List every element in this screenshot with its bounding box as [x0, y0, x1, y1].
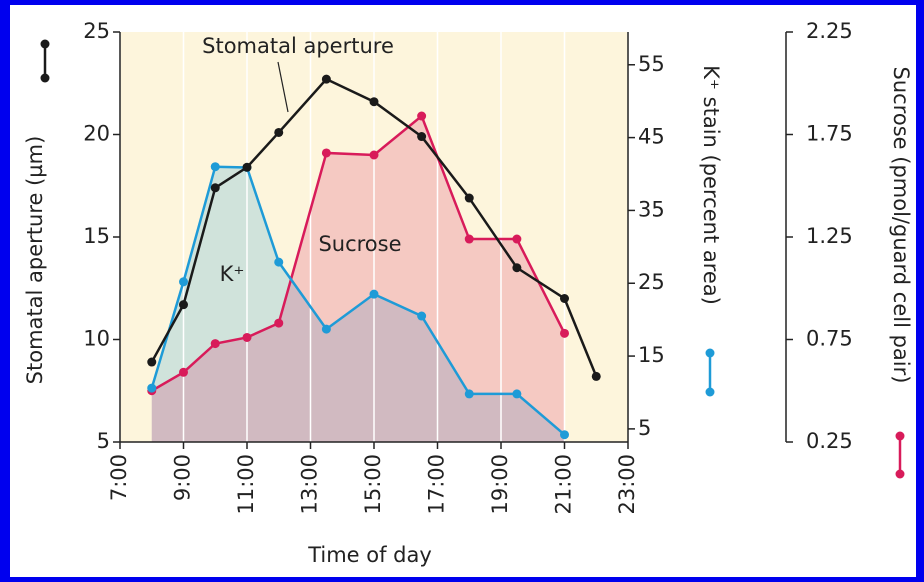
point [512, 389, 522, 399]
annotation-leader [277, 61, 289, 113]
y3-tick-label: 1.75 [806, 122, 853, 146]
y-tick-label: 15 [83, 224, 110, 248]
y2-tick-label: 55 [638, 52, 665, 76]
point [210, 183, 220, 193]
legend-marker [895, 469, 905, 479]
y-tick-label: 10 [83, 327, 110, 351]
y3-tick-label: 0.75 [806, 327, 853, 351]
x-tick-label: 21:00 [552, 454, 576, 515]
point [512, 263, 522, 273]
point [369, 289, 379, 299]
legend-marker [40, 73, 50, 83]
point [512, 234, 522, 244]
y3-tick-label: 0.25 [806, 429, 853, 453]
legend-marker [705, 387, 715, 397]
legend-marker [705, 348, 715, 358]
x-tick-label: 11:00 [234, 454, 258, 515]
point [179, 277, 188, 287]
point [274, 127, 284, 137]
point [369, 97, 379, 107]
x-tick-label: 17:00 [425, 454, 449, 515]
x-tick-label: 9:00 [171, 454, 195, 501]
x-tick-label: 13:00 [298, 454, 322, 515]
point [464, 193, 474, 203]
point [179, 300, 188, 310]
y3-axis-label: Sucrose (pmol/guard cell pair) [889, 67, 913, 384]
legend-marker [40, 39, 50, 49]
point [321, 74, 331, 84]
y2-axis-label: K⁺ stain (percent area) [699, 65, 723, 305]
y2-tick-label: 45 [638, 125, 665, 149]
line [150, 77, 598, 377]
y2-tick-label: 5 [638, 416, 651, 440]
point [147, 357, 157, 367]
point [560, 328, 569, 338]
point [274, 257, 284, 267]
point [464, 234, 474, 244]
point [464, 389, 474, 399]
x-tick-label: 7:00 [107, 454, 131, 501]
point [369, 150, 379, 160]
y3-tick-label: 1.25 [806, 224, 853, 248]
legend-marker [895, 431, 905, 441]
point [210, 339, 220, 349]
point [210, 162, 220, 172]
area [151, 166, 565, 443]
area [151, 116, 565, 443]
y-axis-label: Stomatal aperture (µm) [23, 136, 47, 385]
x-axis-label: Time of day [307, 543, 432, 567]
x-tick-label: 19:00 [488, 454, 512, 515]
point [417, 111, 427, 121]
y2-tick-label: 25 [638, 270, 665, 294]
point [417, 311, 427, 321]
annotation: Stomatal aperture [202, 34, 394, 58]
x-tick-label: 15:00 [361, 454, 385, 515]
y2-tick-label: 15 [638, 343, 665, 367]
point [560, 430, 569, 440]
point [417, 132, 427, 142]
x-tick-label: 23:00 [615, 454, 639, 515]
annotation: K⁺ [220, 262, 245, 286]
y-tick-label: 25 [83, 19, 110, 43]
point [321, 148, 331, 158]
point [147, 383, 157, 393]
point [274, 318, 284, 328]
y-tick-label: 20 [83, 122, 110, 146]
point [591, 371, 601, 381]
point [242, 332, 252, 342]
y2-tick-label: 35 [638, 197, 665, 221]
annotation: Sucrose [318, 232, 401, 256]
point [321, 324, 331, 334]
point [560, 294, 569, 303]
point [242, 162, 252, 172]
point [179, 367, 188, 377]
y3-tick-label: 2.25 [806, 19, 853, 43]
y-tick-label: 5 [97, 429, 110, 453]
